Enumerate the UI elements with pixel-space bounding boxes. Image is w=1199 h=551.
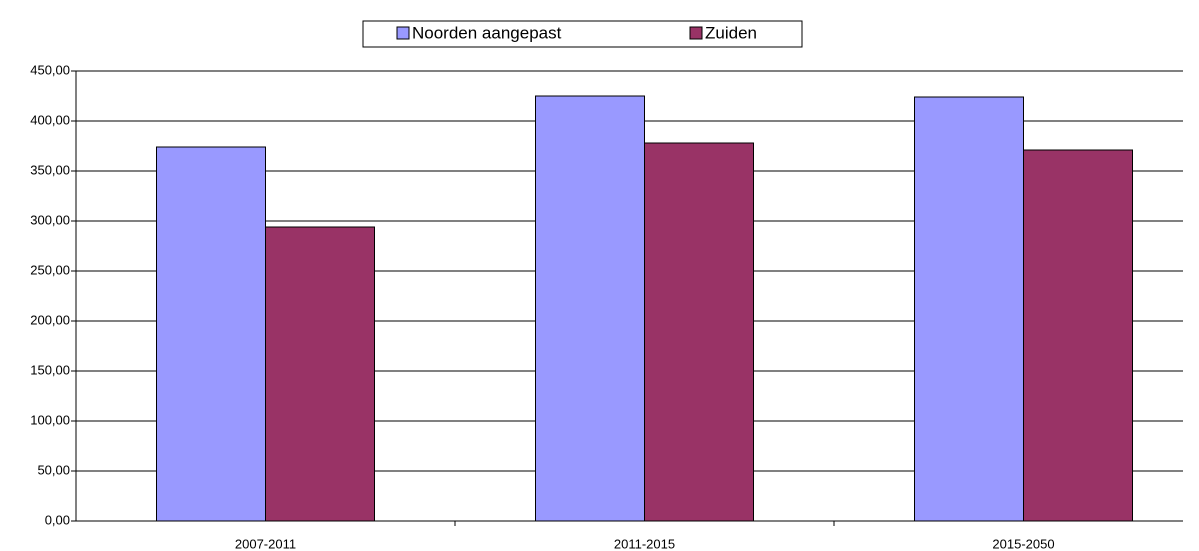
bar [1023, 149, 1133, 522]
y-tick-label: 350,00 [30, 162, 70, 177]
y-tick-label: 300,00 [30, 212, 70, 227]
bar [535, 95, 645, 522]
legend-swatch [396, 26, 410, 40]
bar [644, 142, 754, 522]
legend-label: Zuiden [705, 23, 757, 42]
legend-label: Noorden aangepast [412, 23, 562, 42]
y-tick-label: 250,00 [30, 262, 70, 277]
y-tick-label: 400,00 [30, 112, 70, 127]
y-tick-label: 0,00 [45, 512, 70, 527]
legend-box [362, 20, 803, 48]
legend-swatch [689, 26, 703, 40]
y-tick-label: 200,00 [30, 312, 70, 327]
x-tick-label: 2011-2015 [614, 536, 675, 551]
bar [265, 226, 375, 522]
y-tick-label: 100,00 [30, 412, 70, 427]
x-tick-label: 2015-2050 [992, 536, 1054, 551]
bar [914, 96, 1024, 522]
x-tick-label: 2007-2011 [235, 536, 296, 551]
y-tick-label: 450,00 [30, 62, 70, 77]
y-tick-label: 150,00 [30, 362, 70, 377]
y-tick-label: 50,00 [37, 462, 70, 477]
bar [156, 146, 266, 522]
